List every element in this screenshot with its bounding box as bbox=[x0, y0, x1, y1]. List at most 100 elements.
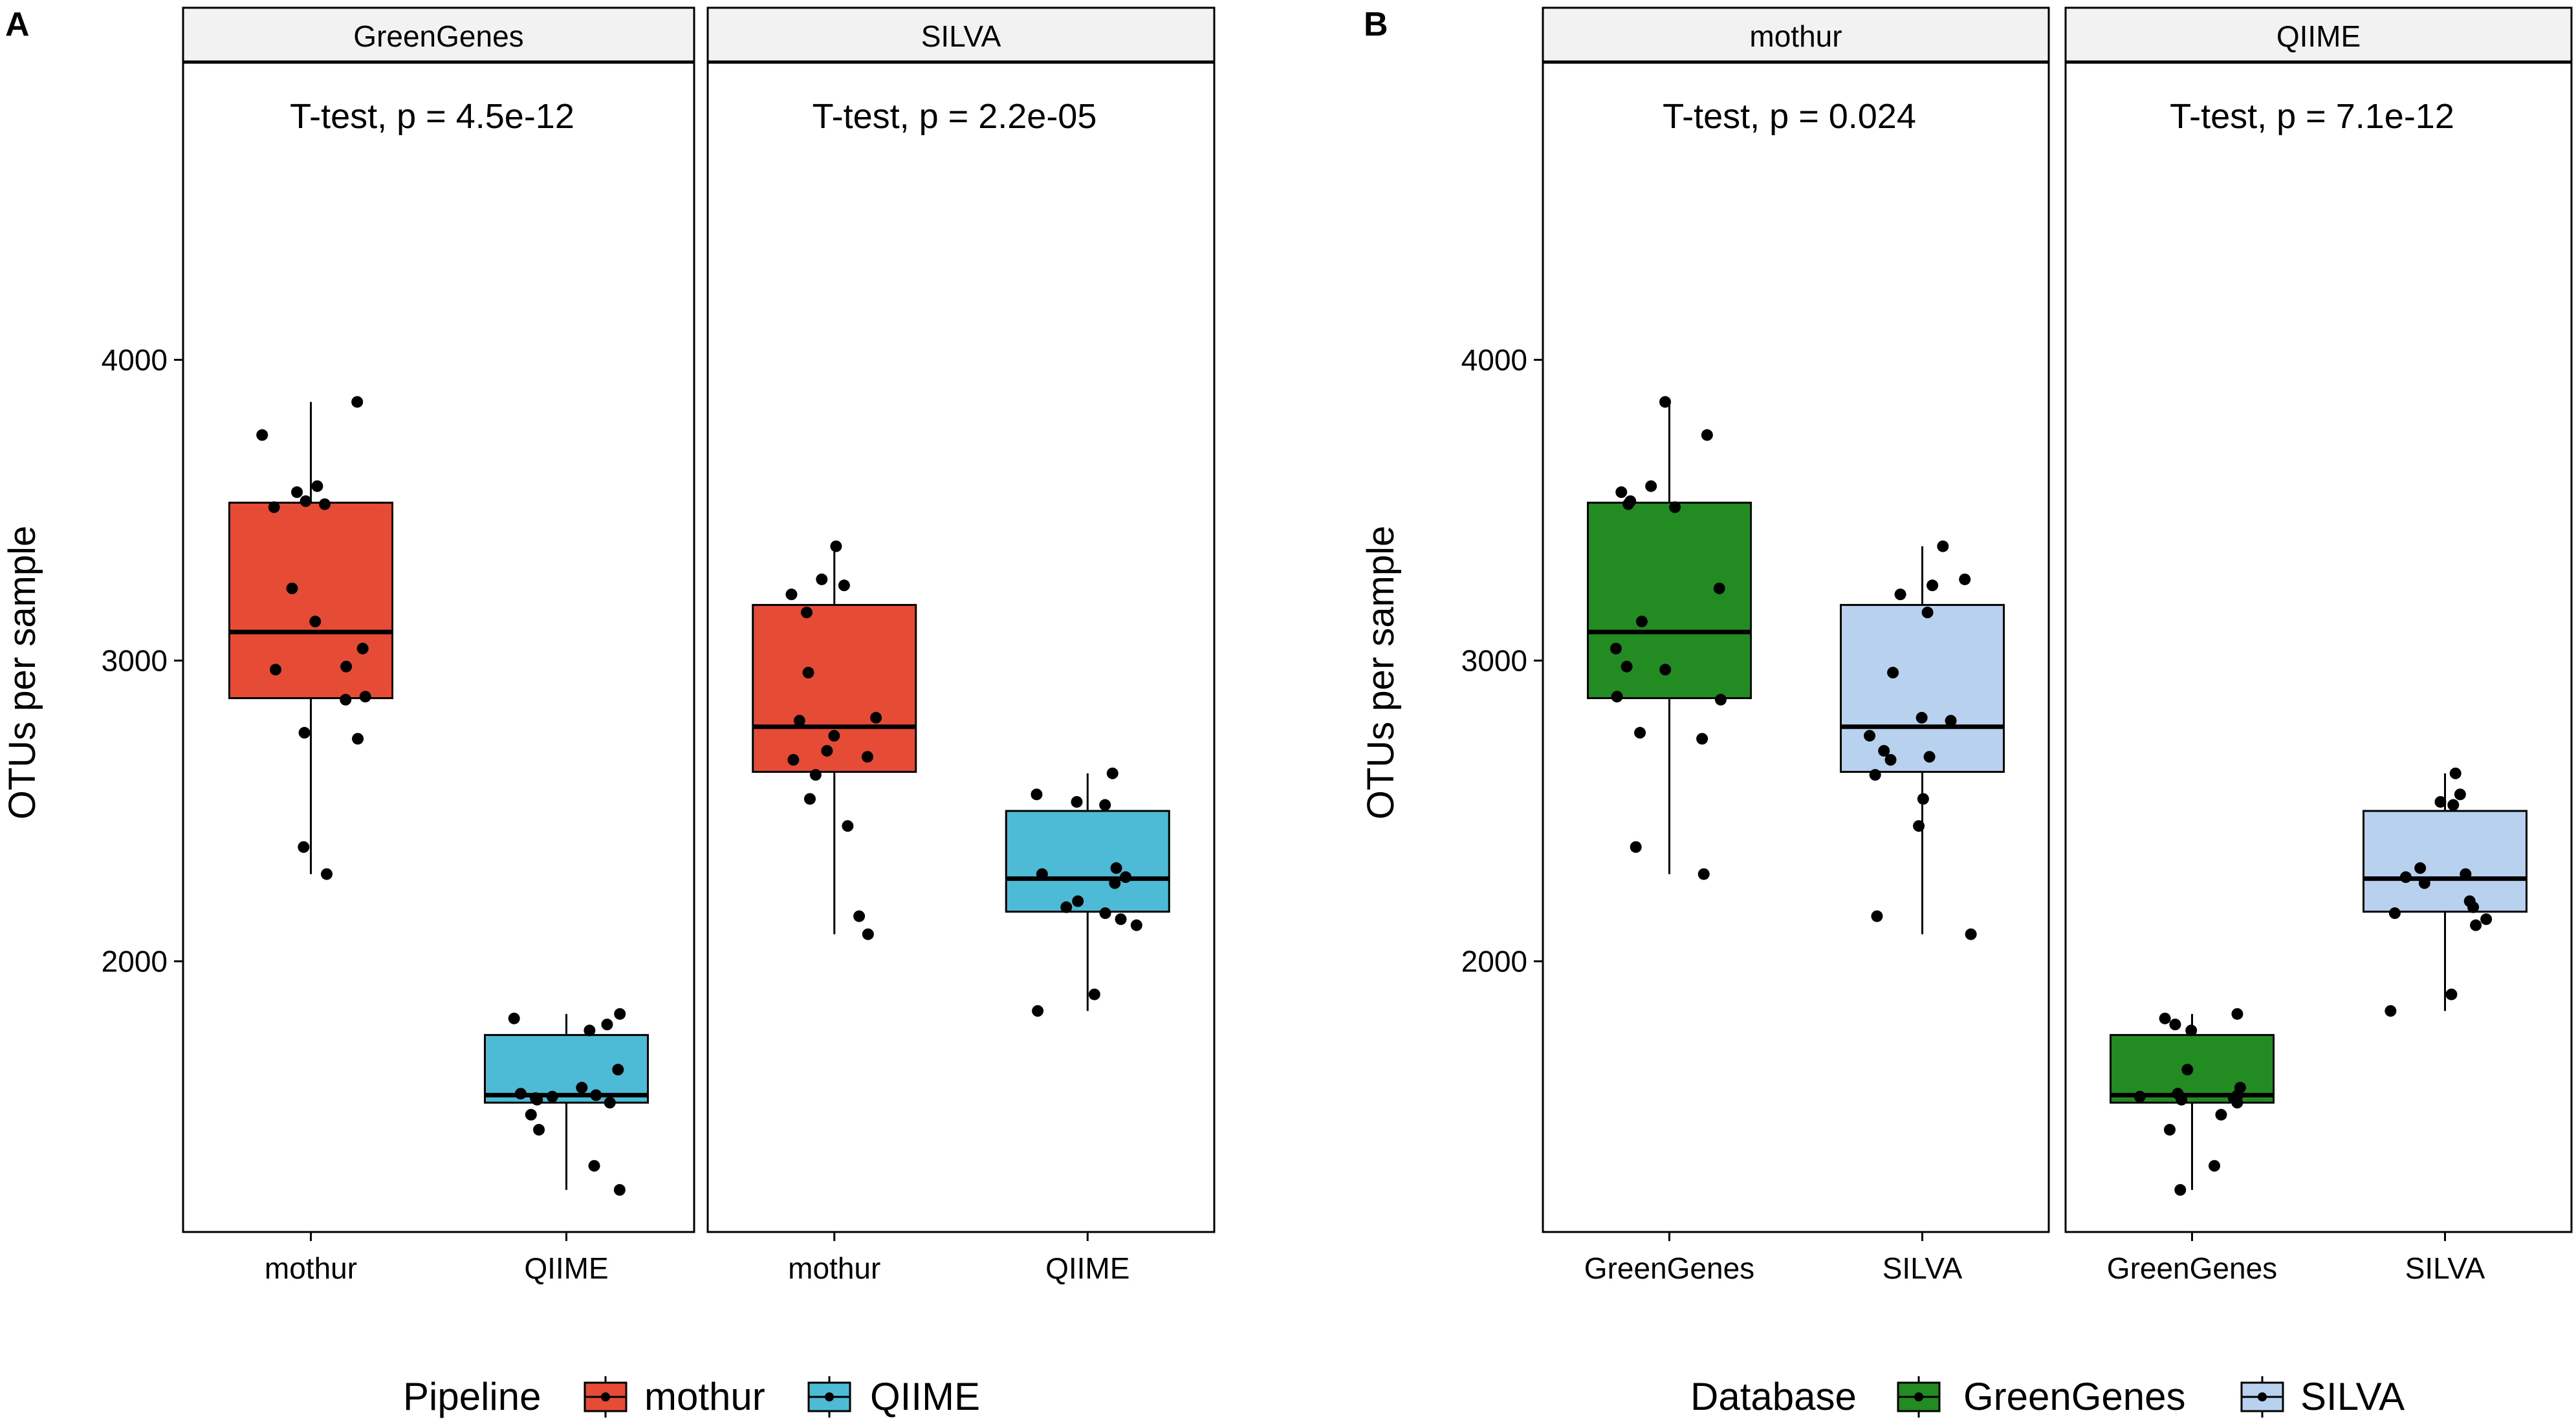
x-tick-label: SILVA bbox=[1883, 1251, 1963, 1285]
data-point bbox=[309, 615, 322, 627]
facet-a-silva: SILVA T-test, p = 2.2e-05 mothur QIIME bbox=[706, 6, 1216, 1285]
data-point bbox=[311, 480, 323, 492]
data-point bbox=[1115, 913, 1127, 925]
data-point bbox=[838, 579, 850, 592]
data-point bbox=[2209, 1160, 2221, 1172]
data-point bbox=[588, 1160, 600, 1172]
data-point bbox=[351, 396, 364, 408]
data-point bbox=[2467, 901, 2480, 913]
data-point bbox=[2185, 1024, 2198, 1037]
data-point bbox=[321, 868, 333, 880]
data-point bbox=[785, 589, 798, 601]
panel-label-b: B bbox=[1364, 6, 1388, 43]
data-point bbox=[2174, 1183, 2187, 1196]
data-point bbox=[1959, 573, 1971, 585]
facet-strip bbox=[706, 6, 1216, 63]
data-point bbox=[1659, 396, 1672, 408]
x-tick-label: QIIME bbox=[1045, 1251, 1130, 1285]
legend-key-qiime: QIIME bbox=[807, 1375, 980, 1418]
data-point bbox=[1110, 862, 1122, 874]
y-tick-label: 4000 bbox=[1461, 343, 1527, 376]
data-point bbox=[2414, 862, 2427, 874]
legend-title: Database bbox=[1690, 1375, 1857, 1418]
data-point bbox=[525, 1108, 537, 1121]
data-point bbox=[2418, 877, 2430, 889]
data-point bbox=[1611, 691, 1623, 703]
data-point bbox=[1869, 769, 1881, 781]
data-point bbox=[800, 607, 813, 619]
data-point bbox=[828, 729, 840, 742]
y-axis-title-b: OTUs per sample bbox=[1360, 526, 1402, 819]
data-point bbox=[2447, 799, 2460, 811]
legend-key-silva: SILVA bbox=[2240, 1375, 2405, 1418]
data-point bbox=[1072, 895, 1084, 907]
x-tick-label: QIIME bbox=[524, 1251, 608, 1285]
data-point bbox=[1714, 693, 1727, 706]
data-point bbox=[2159, 1012, 2171, 1024]
facet-strip-label: mothur bbox=[1749, 19, 1842, 53]
data-point bbox=[1071, 795, 1083, 808]
x-tick-label: GreenGenes bbox=[1584, 1251, 1754, 1285]
data-point bbox=[352, 733, 364, 745]
box-qiime: QIIME bbox=[1005, 767, 1170, 1285]
x-tick-label: mothur bbox=[265, 1251, 357, 1285]
y-tick-label: 4000 bbox=[102, 343, 168, 376]
data-point bbox=[256, 429, 268, 441]
facet-strip bbox=[182, 6, 695, 63]
data-point bbox=[1871, 910, 1883, 922]
data-point bbox=[1927, 579, 1939, 592]
box-silva: SILVA bbox=[2363, 767, 2527, 1285]
data-point bbox=[2388, 907, 2401, 920]
data-point bbox=[291, 486, 303, 499]
data-point bbox=[809, 769, 822, 781]
data-point bbox=[803, 793, 816, 805]
box-iqr bbox=[484, 1033, 649, 1104]
data-point bbox=[787, 753, 800, 766]
p-value-annotation: T-test, p = 7.1e-12 bbox=[2170, 97, 2454, 136]
data-point bbox=[816, 573, 828, 585]
data-point bbox=[1031, 788, 1043, 801]
data-point bbox=[1130, 919, 1142, 931]
data-point bbox=[508, 1012, 520, 1024]
data-point bbox=[1099, 907, 1111, 920]
data-point bbox=[853, 910, 866, 922]
data-point bbox=[298, 841, 310, 853]
y-axis-title-a: OTUs per sample bbox=[1, 526, 43, 819]
data-point bbox=[2399, 871, 2412, 883]
data-point bbox=[842, 820, 854, 832]
data-point bbox=[802, 667, 814, 679]
data-point bbox=[1894, 589, 1906, 601]
data-point bbox=[286, 582, 298, 594]
data-point bbox=[533, 1123, 545, 1136]
data-point bbox=[576, 1081, 588, 1094]
data-point bbox=[830, 540, 842, 552]
panel-label-a: A bbox=[5, 6, 30, 43]
data-point bbox=[870, 711, 882, 724]
facet-panel-frame bbox=[1542, 61, 2050, 1233]
data-point bbox=[614, 1008, 626, 1020]
data-point bbox=[1106, 767, 1119, 779]
box-greengenes: GreenGenes bbox=[1584, 396, 1754, 1285]
data-point bbox=[1032, 1005, 1044, 1017]
facet-b-mothur: mothur T-test, p = 0.024 2000 3000 4000 Green… bbox=[1461, 6, 2050, 1285]
box-greengenes: GreenGenes bbox=[2107, 1008, 2277, 1285]
data-point bbox=[1887, 667, 1899, 679]
y-tick-label: 3000 bbox=[102, 643, 168, 677]
data-point bbox=[1621, 660, 1633, 673]
legend-label: SILVA bbox=[2300, 1375, 2405, 1418]
data-point bbox=[1088, 988, 1100, 1000]
data-point bbox=[613, 1183, 626, 1196]
p-value-annotation: T-test, p = 2.2e-05 bbox=[813, 97, 1097, 136]
data-point bbox=[862, 928, 874, 940]
data-point bbox=[2460, 868, 2472, 880]
legend-database: Database GreenGenes SILVA bbox=[1690, 1375, 2405, 1418]
box-qiime: QIIME bbox=[484, 1008, 649, 1285]
data-point bbox=[1701, 429, 1713, 441]
data-point bbox=[1697, 868, 1710, 880]
data-point bbox=[1109, 877, 1121, 889]
y-tick-label: 3000 bbox=[1461, 643, 1527, 677]
legend-label: QIIME bbox=[870, 1375, 980, 1418]
data-point bbox=[604, 1097, 616, 1109]
data-point bbox=[1965, 928, 1977, 940]
facet-panel-frame bbox=[706, 61, 1216, 1233]
